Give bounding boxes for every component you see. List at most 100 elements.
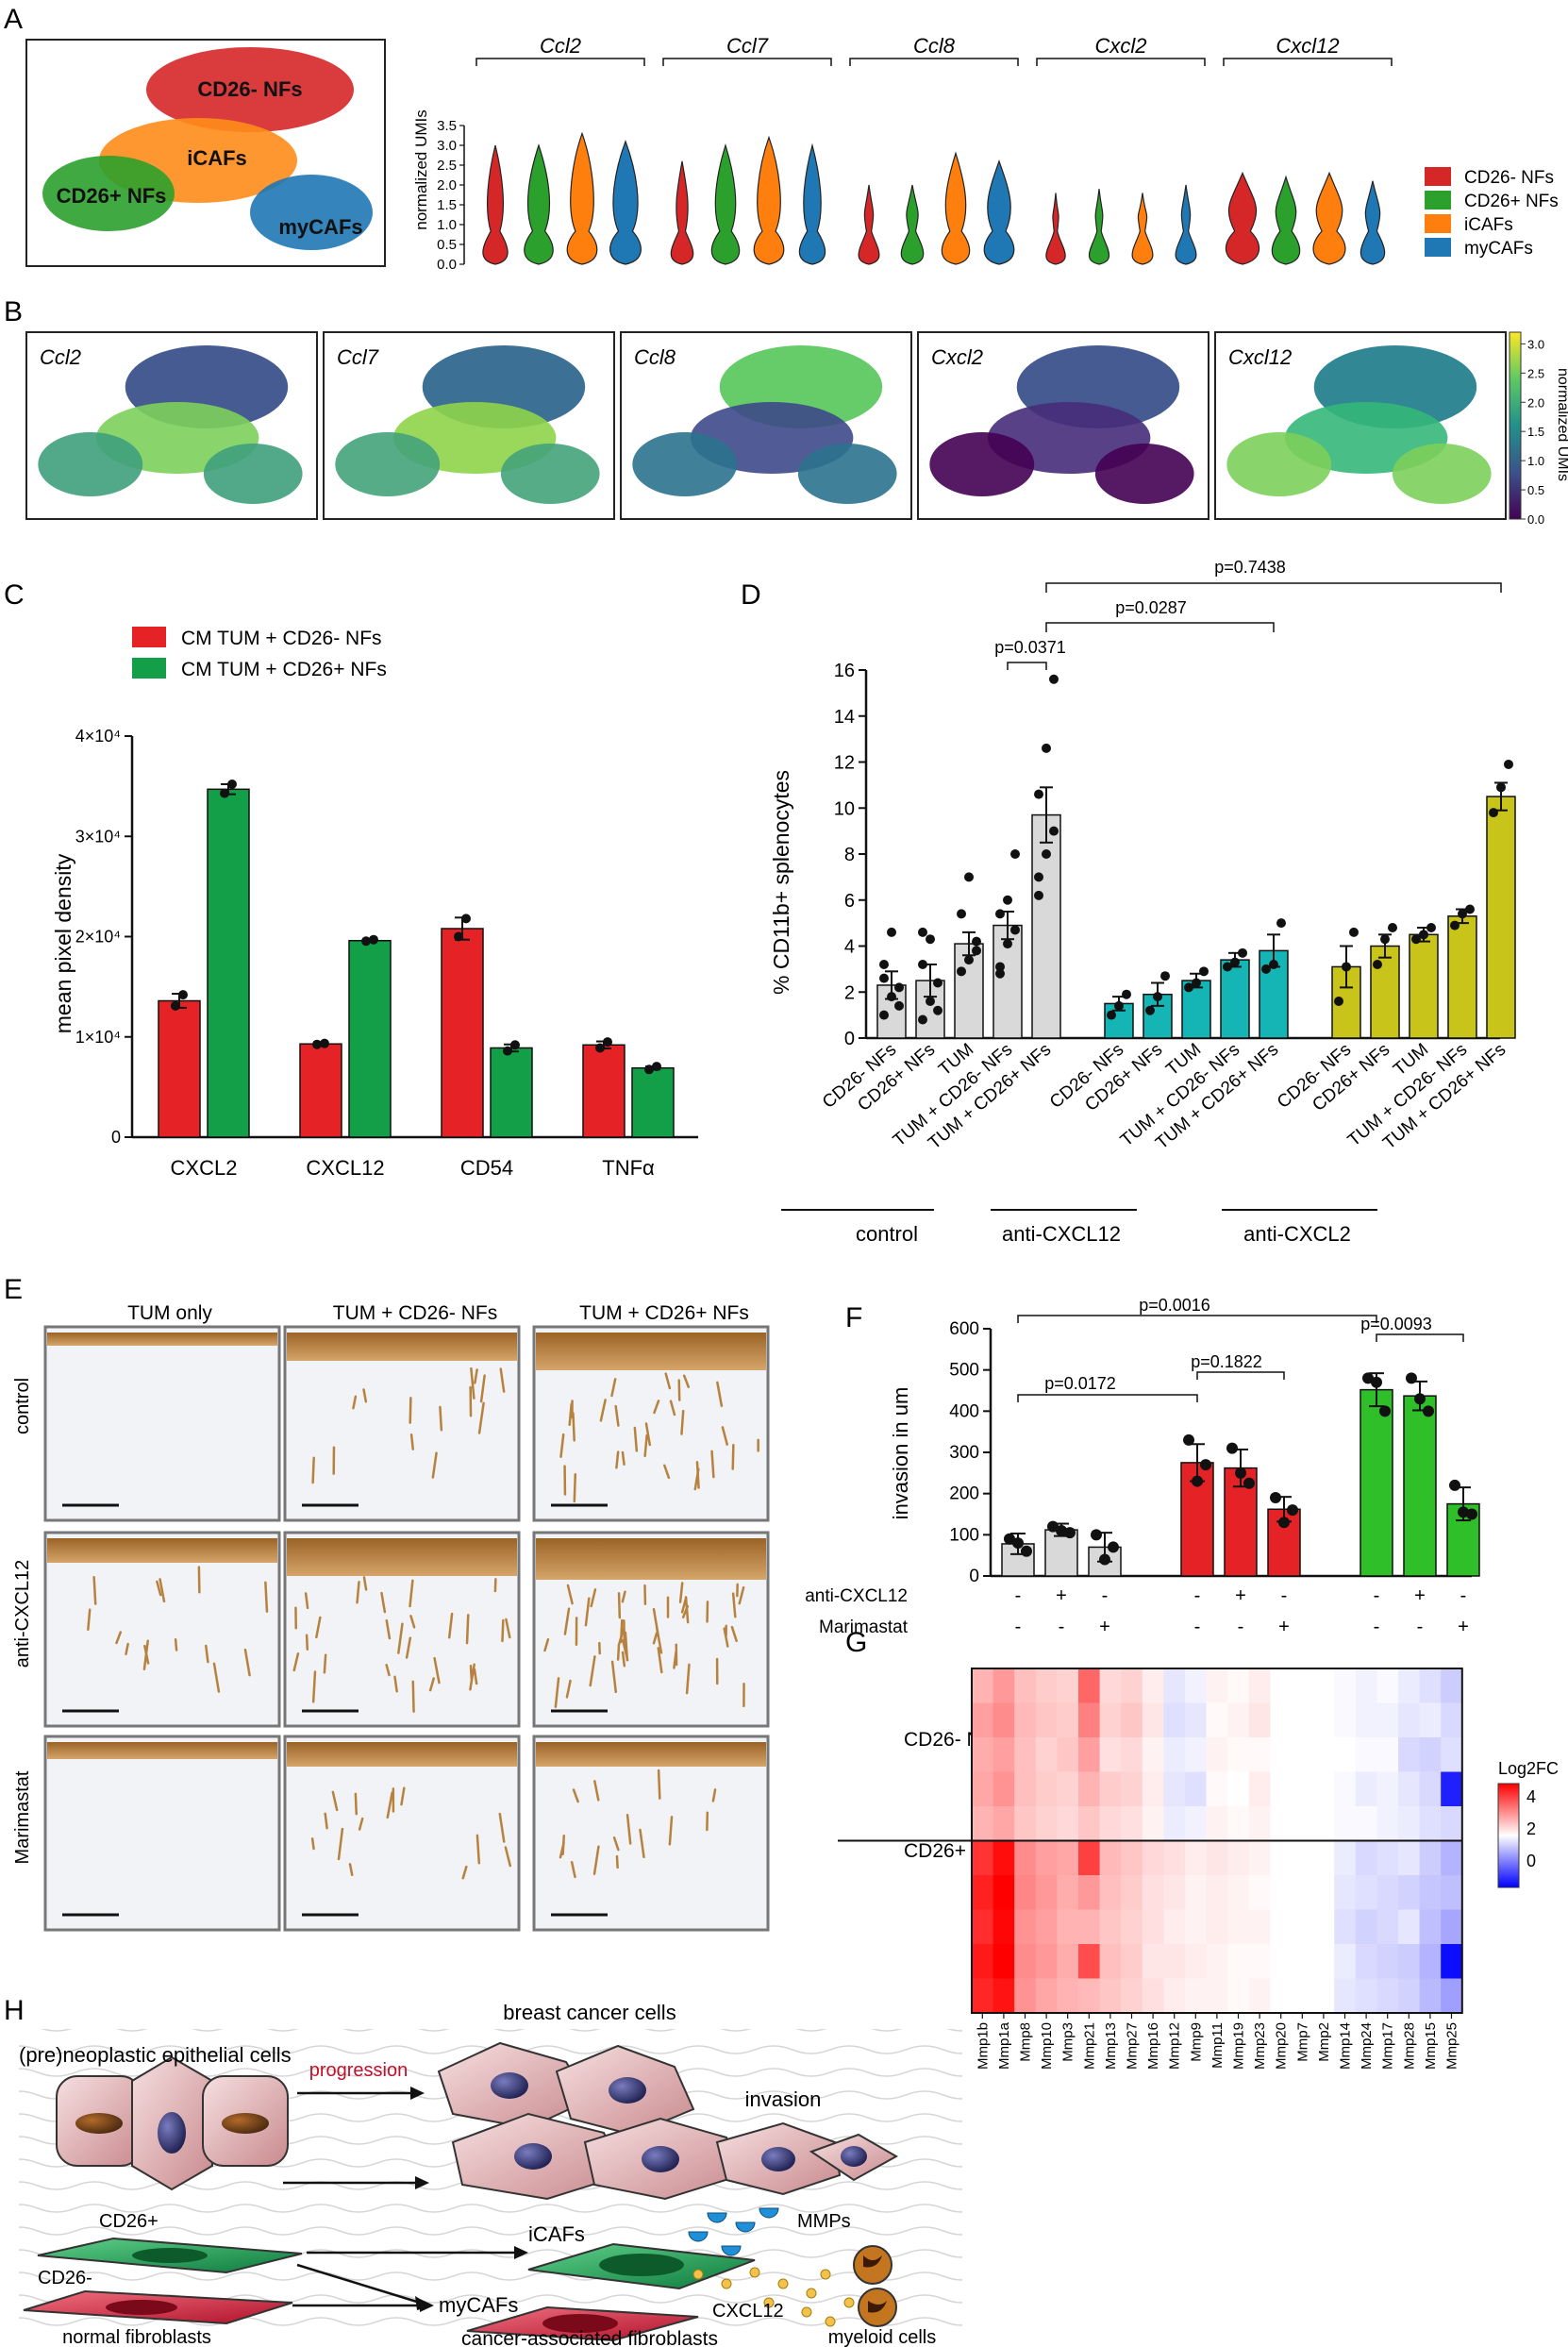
e-invading-cell — [621, 1651, 626, 1668]
g-cell — [1248, 1978, 1271, 2014]
g-cell — [1355, 1771, 1377, 1807]
g-cell — [1312, 1840, 1335, 1876]
feature-plot-label-ccl2: Ccl2 — [40, 345, 81, 369]
f-point — [1371, 1376, 1382, 1388]
d-point — [1238, 947, 1247, 958]
e-stain-layer — [536, 1333, 766, 1370]
g-cell — [1206, 1737, 1228, 1772]
e-invading-cell — [324, 1812, 328, 1830]
g-cell — [1270, 1737, 1293, 1772]
d-point — [1426, 923, 1436, 932]
d-ytick-label: 6 — [844, 891, 855, 912]
g-cell — [993, 1944, 1015, 1979]
g-cell — [1355, 1875, 1377, 1910]
violin-ytick-label: 0.5 — [437, 237, 457, 253]
e-invading-cell — [626, 1813, 632, 1845]
e-invading-cell — [680, 1409, 685, 1435]
g-cell — [1163, 1771, 1186, 1807]
d-point — [1145, 1005, 1155, 1015]
g-cell — [1206, 1909, 1228, 1945]
c-xlabel-cxcl12: CXCL12 — [306, 1156, 384, 1180]
g-cell — [1206, 1771, 1228, 1807]
f-row-anticxcl12: anti-CXCL12 — [805, 1586, 908, 1606]
f-mark-anti-cxcl12-5: - — [1281, 1585, 1288, 1606]
f-point — [1423, 1405, 1434, 1417]
g-cell — [1292, 1944, 1314, 1979]
c-point — [503, 1046, 512, 1056]
g-cell — [1185, 1875, 1208, 1910]
g-cell — [1248, 1668, 1271, 1703]
g-cell — [1206, 1702, 1228, 1738]
e-invading-cell — [356, 1581, 360, 1604]
d-point — [1114, 1000, 1124, 1011]
d-point — [1373, 960, 1382, 969]
e-stain-layer — [536, 1538, 766, 1580]
panel-g-heatmap: CD26- NFs CD26+ NFs Log2FC 4 2 0 Mmp1b Mm… — [838, 1668, 1559, 2070]
g-cell — [1355, 1840, 1377, 1876]
colorbar-ticks: 0.0 0.5 1.0 1.5 2.0 2.5 3.0 — [1521, 337, 1544, 527]
e-invading-cell — [731, 1592, 737, 1618]
g-cell — [972, 1737, 994, 1772]
f-point — [1449, 1479, 1460, 1491]
violin-gene-bracket — [849, 58, 1019, 66]
g-cell — [1334, 1702, 1357, 1738]
g-cell — [1441, 1840, 1463, 1876]
d-bar-anti-cxcl2-cd26-nfs — [1370, 945, 1400, 1039]
e-invading-cell — [723, 1627, 729, 1648]
e-image-frame — [532, 1735, 770, 1932]
violin-ytick-label: 0.0 — [437, 257, 457, 273]
g-cell — [1355, 1909, 1377, 1945]
g-cell — [1292, 1978, 1314, 2014]
d-point — [1049, 826, 1059, 836]
umap-cluster-cd26neg — [146, 47, 354, 132]
g-cell — [1014, 1668, 1037, 1703]
g-cell — [972, 1668, 994, 1703]
e-invading-cell — [397, 1622, 404, 1654]
umap-cluster-cd26pos — [42, 156, 175, 231]
g-cell — [1312, 1875, 1335, 1910]
g-cell — [1057, 1668, 1079, 1703]
e-invading-cell — [685, 1663, 691, 1695]
e-image-frame — [43, 1735, 281, 1932]
e-invading-cell — [409, 1397, 412, 1424]
f-point — [1021, 1545, 1032, 1557]
d-bracket-2 — [1045, 622, 1275, 632]
e-invading-cell — [593, 1780, 600, 1802]
e-row-control: control — [12, 1378, 33, 1434]
g-cell — [1376, 1806, 1399, 1841]
umap-label-mycafs: myCAFs — [278, 215, 362, 239]
d-point — [972, 946, 981, 956]
f-point — [1414, 1393, 1426, 1405]
g-cell — [1292, 1702, 1314, 1738]
e-invading-cell — [710, 1450, 715, 1479]
g-cell — [1057, 1771, 1079, 1807]
d-point — [995, 968, 1005, 979]
g-cell — [1419, 1840, 1442, 1876]
violin-gene-bracket — [1223, 58, 1393, 66]
g-cell — [1419, 1737, 1442, 1772]
g-cell — [1248, 1944, 1271, 1979]
feature-plot-label-cxcl2: Cxcl2 — [931, 345, 983, 369]
violin-cxcl2-icafs — [1131, 193, 1154, 265]
g-cell — [1334, 1978, 1357, 2014]
e-invading-cell — [474, 1368, 478, 1384]
g-cell — [1057, 1806, 1079, 1841]
g-cell — [1312, 1909, 1335, 1945]
d-pvalue-1: p=0.0371 — [994, 638, 1066, 657]
c-point — [312, 1039, 322, 1049]
g-cell — [1248, 1875, 1271, 1910]
umap-cluster-mycafs — [250, 175, 373, 250]
colorbar-tick-label: 0.5 — [1527, 483, 1544, 497]
d-bar-anti-cxcl2-tum-cd26-nfs — [1447, 915, 1477, 1039]
panel-letter-f: F — [845, 1302, 862, 1333]
d-point — [1160, 971, 1170, 981]
g-cell — [1014, 1875, 1037, 1910]
e-invading-cell — [669, 1400, 676, 1417]
g-cell — [1419, 1875, 1442, 1910]
d-point — [1230, 957, 1240, 967]
e-invading-cell — [358, 1817, 364, 1831]
g-cell — [1014, 1840, 1037, 1876]
colorbar-tick-label: 3.0 — [1527, 337, 1544, 351]
g-xlabel-mmp15: Mmp15 — [1423, 2022, 1439, 2070]
f-point — [1192, 1475, 1203, 1487]
